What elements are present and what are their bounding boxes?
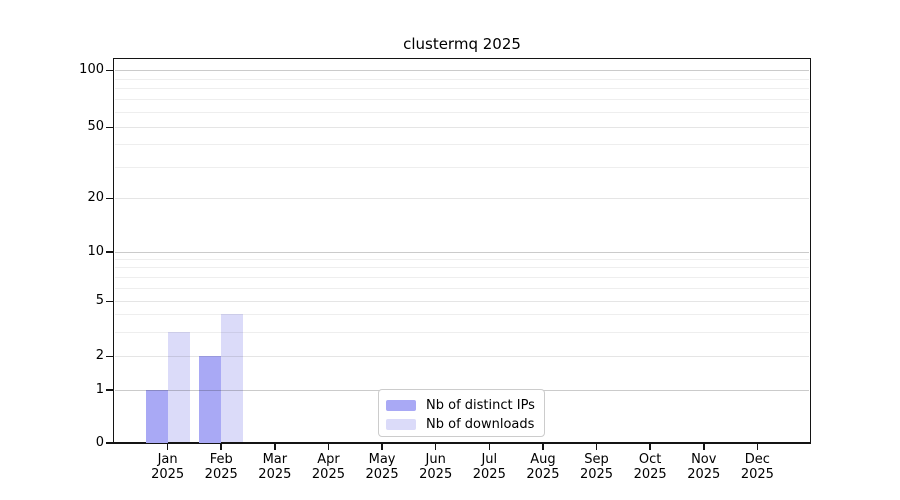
gridline-minor xyxy=(115,276,809,278)
x-tick xyxy=(595,444,598,450)
bar-distinct-ips xyxy=(145,389,168,443)
x-tick-label: Nov 2025 xyxy=(687,452,721,482)
gridline-minor xyxy=(115,267,809,269)
x-tick xyxy=(220,444,222,450)
y-tick xyxy=(106,69,113,71)
gridline-minor xyxy=(115,259,809,261)
y-tick-label: 10 xyxy=(87,243,104,259)
gridline-labeled xyxy=(115,356,809,357)
x-tick xyxy=(274,444,276,450)
gridline-minor xyxy=(115,88,809,90)
y-tick xyxy=(106,300,113,302)
y-tick-label: 0 xyxy=(95,434,104,450)
gridline-minor xyxy=(115,112,809,113)
bar-distinct-ips xyxy=(199,356,222,443)
y-tick-label: 2 xyxy=(95,348,104,363)
x-tick xyxy=(488,444,491,450)
gridline-major xyxy=(115,70,809,71)
x-tick-label: Oct 2025 xyxy=(633,452,667,482)
x-tick xyxy=(381,444,383,450)
y-tick-label: 50 xyxy=(87,119,104,134)
x-tick xyxy=(327,444,330,450)
y-tick-label: 100 xyxy=(79,62,104,77)
x-tick xyxy=(434,444,437,450)
gridline-minor xyxy=(115,166,809,168)
y-tick-label: 1 xyxy=(95,381,104,397)
gridline-labeled xyxy=(115,127,809,128)
y-tick-label: 5 xyxy=(95,293,104,308)
x-tick xyxy=(166,444,169,450)
x-tick xyxy=(649,444,651,450)
gridline-labeled xyxy=(115,198,809,199)
legend-swatch-distinct-ips xyxy=(386,400,416,411)
y-tick xyxy=(106,251,113,253)
legend: Nb of distinct IPs Nb of downloads xyxy=(378,389,545,437)
gridline-labeled xyxy=(115,301,809,302)
x-tick-label: Dec 2025 xyxy=(740,452,774,482)
x-tick-label: Jan 2025 xyxy=(151,452,185,482)
x-tick-label: Apr 2025 xyxy=(311,452,345,482)
y-tick xyxy=(106,389,113,391)
y-tick xyxy=(106,126,113,128)
gridline-minor xyxy=(115,314,809,316)
x-tick-label: Feb 2025 xyxy=(204,452,238,482)
chart-title: clustermq 2025 xyxy=(403,35,521,53)
y-tick xyxy=(106,442,113,444)
gridline-minor xyxy=(115,78,809,80)
y-tick-label: 20 xyxy=(87,190,104,205)
legend-swatch-downloads xyxy=(386,419,416,430)
x-tick-label: May 2025 xyxy=(365,452,399,482)
gridline-minor xyxy=(115,287,809,289)
x-tick-label: Jun 2025 xyxy=(419,452,453,482)
x-tick-label: Aug 2025 xyxy=(526,452,560,482)
plot-area xyxy=(113,58,811,444)
gridline-major xyxy=(115,251,809,253)
legend-label-distinct-ips: Nb of distinct IPs xyxy=(426,398,535,413)
gridline-minor xyxy=(115,99,809,101)
gridline-minor xyxy=(115,331,809,333)
bar-downloads xyxy=(221,314,244,443)
gridline-minor xyxy=(115,144,809,146)
y-tick xyxy=(106,355,113,357)
x-tick-label: Jul 2025 xyxy=(472,452,506,482)
y-tick xyxy=(106,197,113,199)
legend-item-downloads: Nb of downloads xyxy=(386,415,544,434)
legend-item-distinct-ips: Nb of distinct IPs xyxy=(386,396,544,415)
x-tick-label: Mar 2025 xyxy=(258,452,292,482)
x-tick xyxy=(756,444,759,450)
bar-downloads xyxy=(167,331,190,443)
x-tick xyxy=(542,444,544,450)
legend-label-downloads: Nb of downloads xyxy=(426,417,535,432)
x-tick-label: Sep 2025 xyxy=(579,452,614,482)
x-tick xyxy=(703,444,705,450)
